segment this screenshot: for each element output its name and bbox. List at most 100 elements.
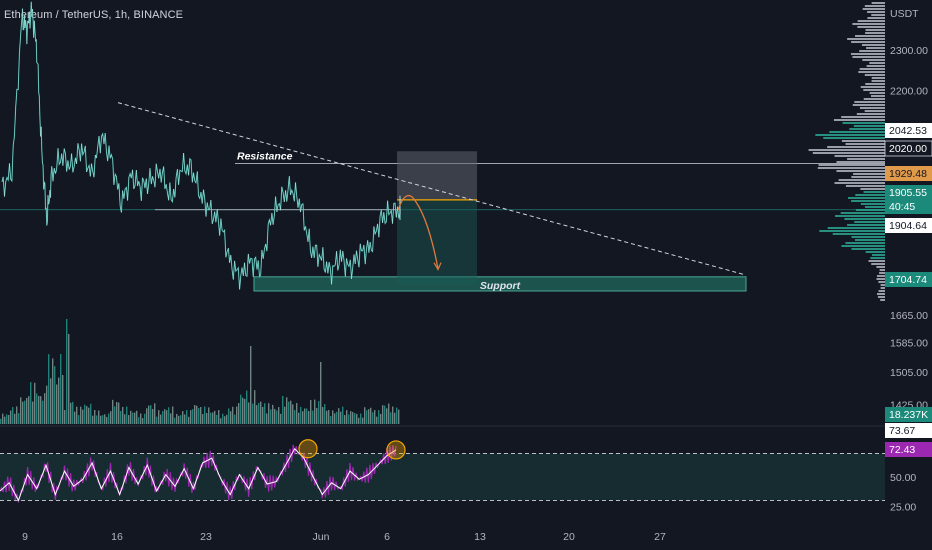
volume-bar [50,378,52,424]
volume-profile-bar [859,68,885,70]
volume-profile-bar [853,125,885,127]
price-label-box [885,199,932,214]
volume-bar [372,412,374,424]
volume-bar [364,407,366,424]
volume-bar [144,413,146,424]
volume-bar [134,412,136,424]
volume-profile-bar [871,14,885,16]
volume-profile-bar [857,20,885,22]
volume-bar [72,401,74,424]
volume-profile-bar [856,113,885,115]
volume-bar [286,397,288,424]
volume-profile-bar [871,95,885,97]
volume-profile-bar [860,203,885,205]
volume-profile-bar [865,251,885,253]
volume-bar [262,406,264,424]
volume-profile-bar [860,188,885,190]
volume-bar [112,399,114,424]
volume-bar [368,409,370,424]
volume-profile-bar [868,260,885,262]
volume-profile-bar [852,23,885,25]
volume-bar [282,396,284,424]
rsi-line [0,444,397,503]
time-tick-label: 13 [474,531,486,543]
rsi-tick-label: 25.00 [890,501,916,513]
volume-bar [36,393,38,424]
volume-bar [268,403,270,424]
volume-bar [30,382,32,424]
volume-bar [16,406,18,424]
volume-profile-bar [827,146,885,148]
volume-bar [238,403,240,424]
volume-profile-bar [864,74,885,76]
volume-bar [56,384,58,424]
volume-bar [146,408,148,424]
volume-profile-bar [849,128,885,130]
volume-bar [388,403,390,424]
volume-bar [322,407,324,424]
volume-bar [256,405,258,424]
volume-bar [334,413,336,424]
volume-bar [34,382,36,424]
volume-bar [270,409,272,424]
volume-bar [140,413,142,424]
volume-bar [92,415,94,424]
volume-bar [10,410,12,424]
price-tick-label: 1665.00 [890,310,928,322]
volume-bar [118,402,120,424]
volume-bar [220,418,222,424]
volume-bar [330,415,332,424]
volume-bar [6,414,8,424]
price-label-box [885,185,932,200]
volume-bar [246,390,248,424]
volume-profile-bar [836,170,885,172]
volume-bar [352,412,354,424]
support-zone [253,276,747,292]
price-label-box [885,272,932,287]
volume-bar [344,415,346,424]
volume-bar [244,398,246,424]
volume-profile-bar [818,164,885,166]
volume-profile-bar [872,254,885,256]
volume-profile-bar [871,2,885,4]
volume-bar [110,411,112,424]
volume-bar [328,410,330,424]
volume-bar [348,414,350,424]
volume-bar [208,407,210,424]
volume-profile-bar [862,59,885,61]
volume-bar [360,413,362,424]
volume-bar [228,408,230,424]
volume-bar [78,415,80,424]
volume-bar [8,414,10,424]
volume-profile-bar [858,71,885,73]
price-line [1,1,401,290]
volume-bar [356,413,358,424]
volume-bar [288,401,290,424]
volume-profile-bar [870,257,885,259]
volume-profile-bar [867,11,885,13]
volume-bar [62,375,64,424]
volume-bar [392,406,394,424]
volume-bar [316,408,318,424]
volume-bar [100,415,102,424]
volume-profile-bar [852,104,885,106]
volume-profile-bar [848,197,885,199]
volume-bar [142,418,144,424]
volume-profile-bar [880,284,885,286]
volume-bar [182,411,184,424]
volume-bar [200,407,202,424]
volume-bar [300,406,302,424]
volume-bar [206,412,208,424]
volume-profile-bar [867,17,885,19]
volume-bar [252,403,254,424]
volume-profile-bar [864,110,885,112]
volume-bar [86,406,88,424]
volume-bar [116,402,118,424]
volume-bars [0,319,400,424]
volume-bar [190,410,192,424]
volume-bar [104,414,106,424]
volume-profile-bar [865,32,885,34]
time-tick-label: 16 [111,531,123,543]
volume-profile-bar [815,134,885,136]
